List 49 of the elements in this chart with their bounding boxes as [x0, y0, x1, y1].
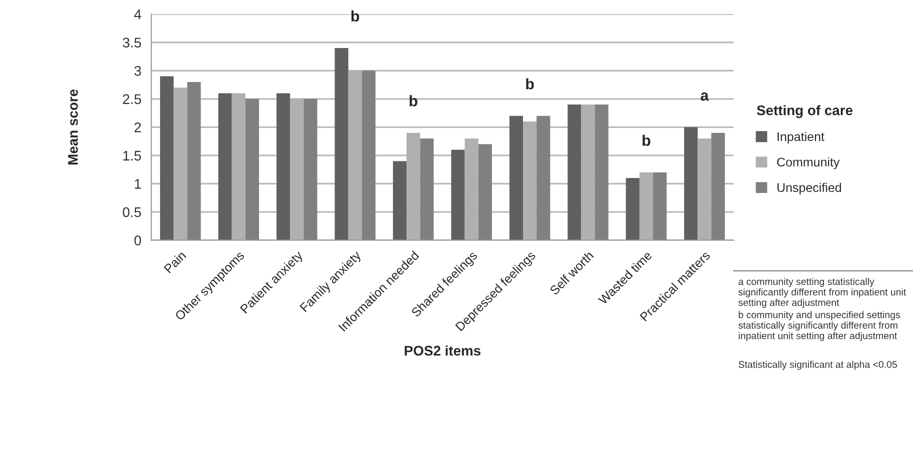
y-tick-label: 2.5 — [122, 94, 141, 104]
annotation: b — [410, 95, 418, 106]
y-tick-label: 3 — [134, 66, 141, 76]
y-tick-label: 0.5 — [122, 207, 141, 218]
bar — [639, 172, 654, 240]
bar — [698, 138, 712, 240]
bar — [420, 138, 434, 240]
legend-label: Inpatient — [778, 132, 824, 144]
bar — [187, 82, 201, 240]
bar — [581, 104, 595, 240]
annotation: a — [700, 92, 709, 101]
y-tick-label: 3.5 — [122, 38, 141, 48]
bar — [174, 88, 188, 240]
annotation: b — [642, 134, 650, 146]
x-axis-title: POS2 items — [404, 345, 480, 356]
bar — [536, 116, 550, 240]
bar — [160, 76, 174, 240]
y-tick-label: 1.5 — [123, 150, 141, 161]
annotation: b — [351, 10, 360, 22]
y-tick-label: 4 — [134, 10, 142, 20]
y-tick-label: 1 — [134, 179, 141, 189]
x-tick-label: Pain — [163, 250, 186, 274]
bar — [478, 144, 492, 240]
legend-label: Unspecified — [777, 182, 842, 194]
bar — [304, 98, 318, 240]
bar — [362, 70, 376, 240]
annotation: b — [526, 78, 534, 90]
bar — [626, 178, 640, 240]
bar — [523, 122, 537, 240]
bar — [245, 98, 260, 240]
bar — [568, 104, 582, 240]
bar — [594, 104, 608, 240]
bar — [334, 48, 348, 240]
bar — [451, 150, 465, 240]
bar — [276, 93, 290, 240]
bar — [392, 161, 407, 240]
text: b community and unspecified settings statistically significantly different from inpatient unit setting after adjustment — [738, 311, 900, 342]
legend-title: Setting of care — [756, 105, 852, 118]
bar — [509, 116, 524, 240]
y-tick-label: 2 — [134, 122, 141, 132]
y-axis-title: Mean score — [68, 89, 78, 164]
legend-label: Community — [777, 157, 840, 170]
text: Statistically significant at alpha <0.05 — [738, 360, 897, 370]
bar — [464, 138, 478, 240]
bar — [218, 93, 232, 240]
bar — [653, 172, 667, 240]
bar — [684, 127, 698, 240]
bar — [711, 132, 725, 240]
y-tick-label: 0 — [134, 236, 142, 246]
